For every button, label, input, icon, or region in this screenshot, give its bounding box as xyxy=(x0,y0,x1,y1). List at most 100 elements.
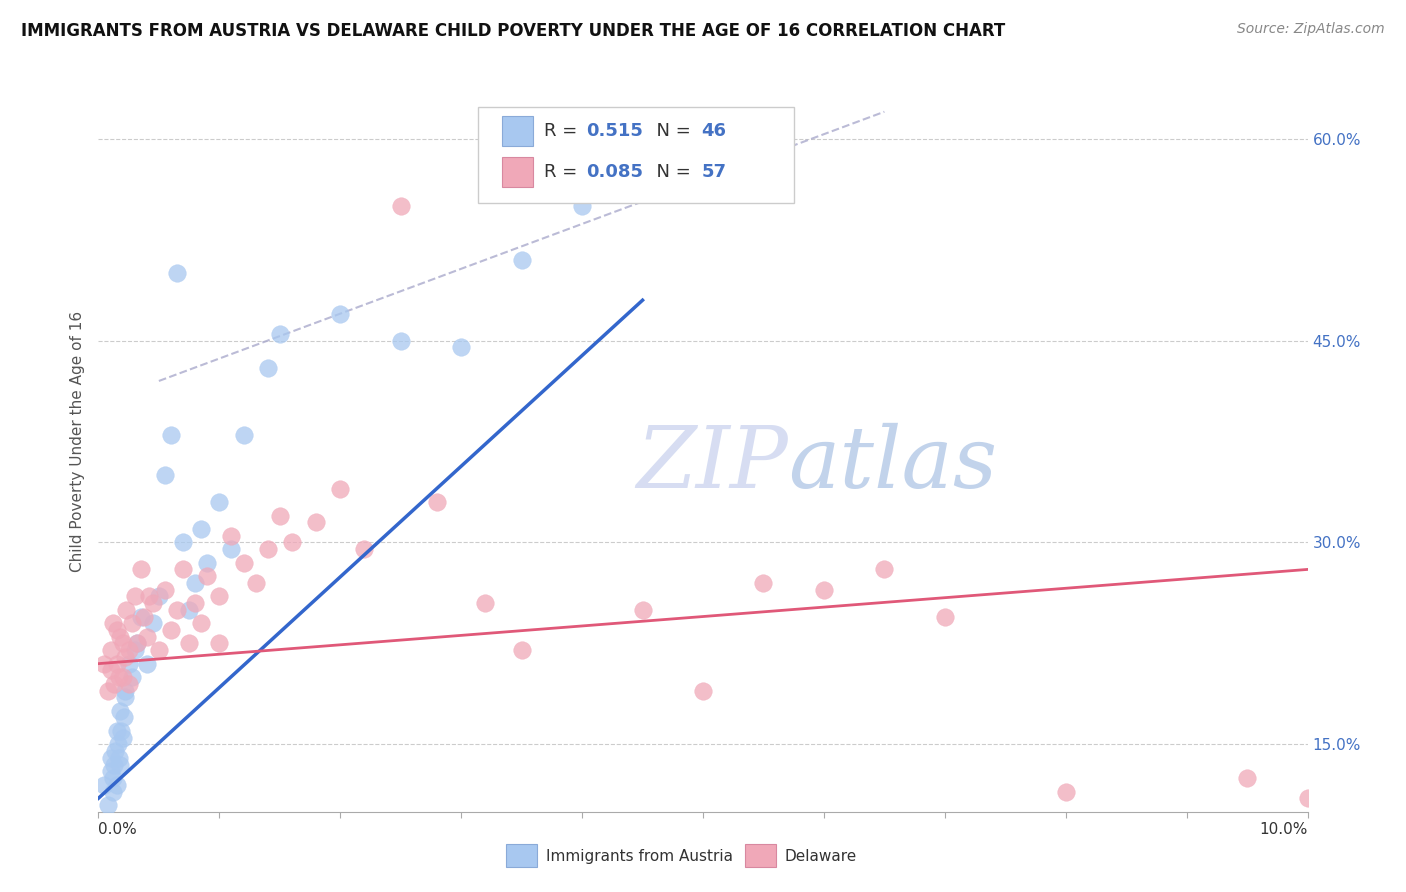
Point xyxy=(269,508,291,523)
Point xyxy=(138,590,160,604)
Point xyxy=(103,757,125,772)
Point xyxy=(190,522,212,536)
Point xyxy=(114,649,136,664)
Point xyxy=(97,683,120,698)
Point xyxy=(389,199,412,213)
Point xyxy=(184,575,207,590)
Point xyxy=(108,751,131,765)
Text: atlas: atlas xyxy=(787,423,997,505)
Point xyxy=(510,252,533,267)
Point xyxy=(114,690,136,705)
Point xyxy=(100,751,122,765)
Point xyxy=(256,360,278,375)
Text: 57: 57 xyxy=(702,163,727,181)
Point xyxy=(934,609,956,624)
Point xyxy=(873,562,896,576)
Point xyxy=(245,575,267,590)
Point xyxy=(184,596,207,610)
Point xyxy=(121,670,143,684)
Point xyxy=(813,582,835,597)
Point xyxy=(179,603,201,617)
Text: R =: R = xyxy=(544,163,583,181)
Point xyxy=(510,643,533,657)
Point xyxy=(105,778,128,792)
Text: N =: N = xyxy=(645,122,697,140)
Point xyxy=(148,590,170,604)
Point xyxy=(97,797,120,812)
Point xyxy=(160,623,183,637)
Point xyxy=(221,542,243,557)
Point xyxy=(450,340,472,354)
Text: 0.515: 0.515 xyxy=(586,122,643,140)
Point xyxy=(142,616,165,631)
Point xyxy=(153,582,176,597)
Point xyxy=(208,636,231,650)
Point xyxy=(631,603,654,617)
Point xyxy=(121,616,143,631)
Text: Immigrants from Austria: Immigrants from Austria xyxy=(546,849,733,863)
Point xyxy=(111,636,134,650)
Point xyxy=(101,616,124,631)
Point xyxy=(256,542,278,557)
Y-axis label: Child Poverty Under the Age of 16: Child Poverty Under the Age of 16 xyxy=(69,311,84,572)
Point xyxy=(221,529,243,543)
Point xyxy=(111,731,134,745)
Point xyxy=(353,542,375,557)
Text: 0.085: 0.085 xyxy=(586,163,644,181)
Text: IMMIGRANTS FROM AUSTRIA VS DELAWARE CHILD POVERTY UNDER THE AGE OF 16 CORRELATIO: IMMIGRANTS FROM AUSTRIA VS DELAWARE CHIL… xyxy=(21,22,1005,40)
Point xyxy=(269,326,291,341)
Text: 46: 46 xyxy=(702,122,727,140)
Point xyxy=(166,603,188,617)
Point xyxy=(208,590,231,604)
Point xyxy=(153,468,176,483)
Point xyxy=(329,307,352,321)
Point xyxy=(474,596,496,610)
Point xyxy=(111,670,134,684)
Point xyxy=(232,427,254,442)
Point xyxy=(1296,791,1319,805)
Point xyxy=(104,744,127,758)
Point xyxy=(134,609,156,624)
Text: 0.0%: 0.0% xyxy=(98,822,138,838)
Text: 10.0%: 10.0% xyxy=(1260,822,1308,838)
Point xyxy=(160,427,183,442)
Point xyxy=(166,266,188,280)
Point xyxy=(124,643,146,657)
Point xyxy=(93,657,115,671)
Point xyxy=(114,683,136,698)
Point xyxy=(752,575,775,590)
Point xyxy=(118,643,141,657)
Point xyxy=(208,495,231,509)
Point xyxy=(172,562,194,576)
Point xyxy=(232,556,254,570)
Point xyxy=(195,556,218,570)
Point xyxy=(100,643,122,657)
Text: N =: N = xyxy=(645,163,697,181)
Point xyxy=(107,738,129,752)
Point xyxy=(108,670,131,684)
Point xyxy=(571,199,593,213)
Point xyxy=(127,636,149,650)
Point xyxy=(108,757,131,772)
Point xyxy=(108,704,131,718)
Point xyxy=(118,657,141,671)
Point xyxy=(305,516,328,530)
Point xyxy=(329,482,352,496)
Point xyxy=(101,784,124,798)
Point xyxy=(129,562,152,576)
Point xyxy=(101,771,124,785)
Point xyxy=(281,535,304,549)
Text: R =: R = xyxy=(544,122,583,140)
Point xyxy=(135,630,157,644)
Point xyxy=(103,677,125,691)
Point xyxy=(108,630,131,644)
Point xyxy=(148,643,170,657)
Point xyxy=(179,636,201,650)
Point xyxy=(100,764,122,779)
Text: Delaware: Delaware xyxy=(785,849,856,863)
Point xyxy=(1054,784,1077,798)
Point xyxy=(389,334,412,348)
Point xyxy=(118,677,141,691)
Point xyxy=(692,683,714,698)
Point xyxy=(172,535,194,549)
